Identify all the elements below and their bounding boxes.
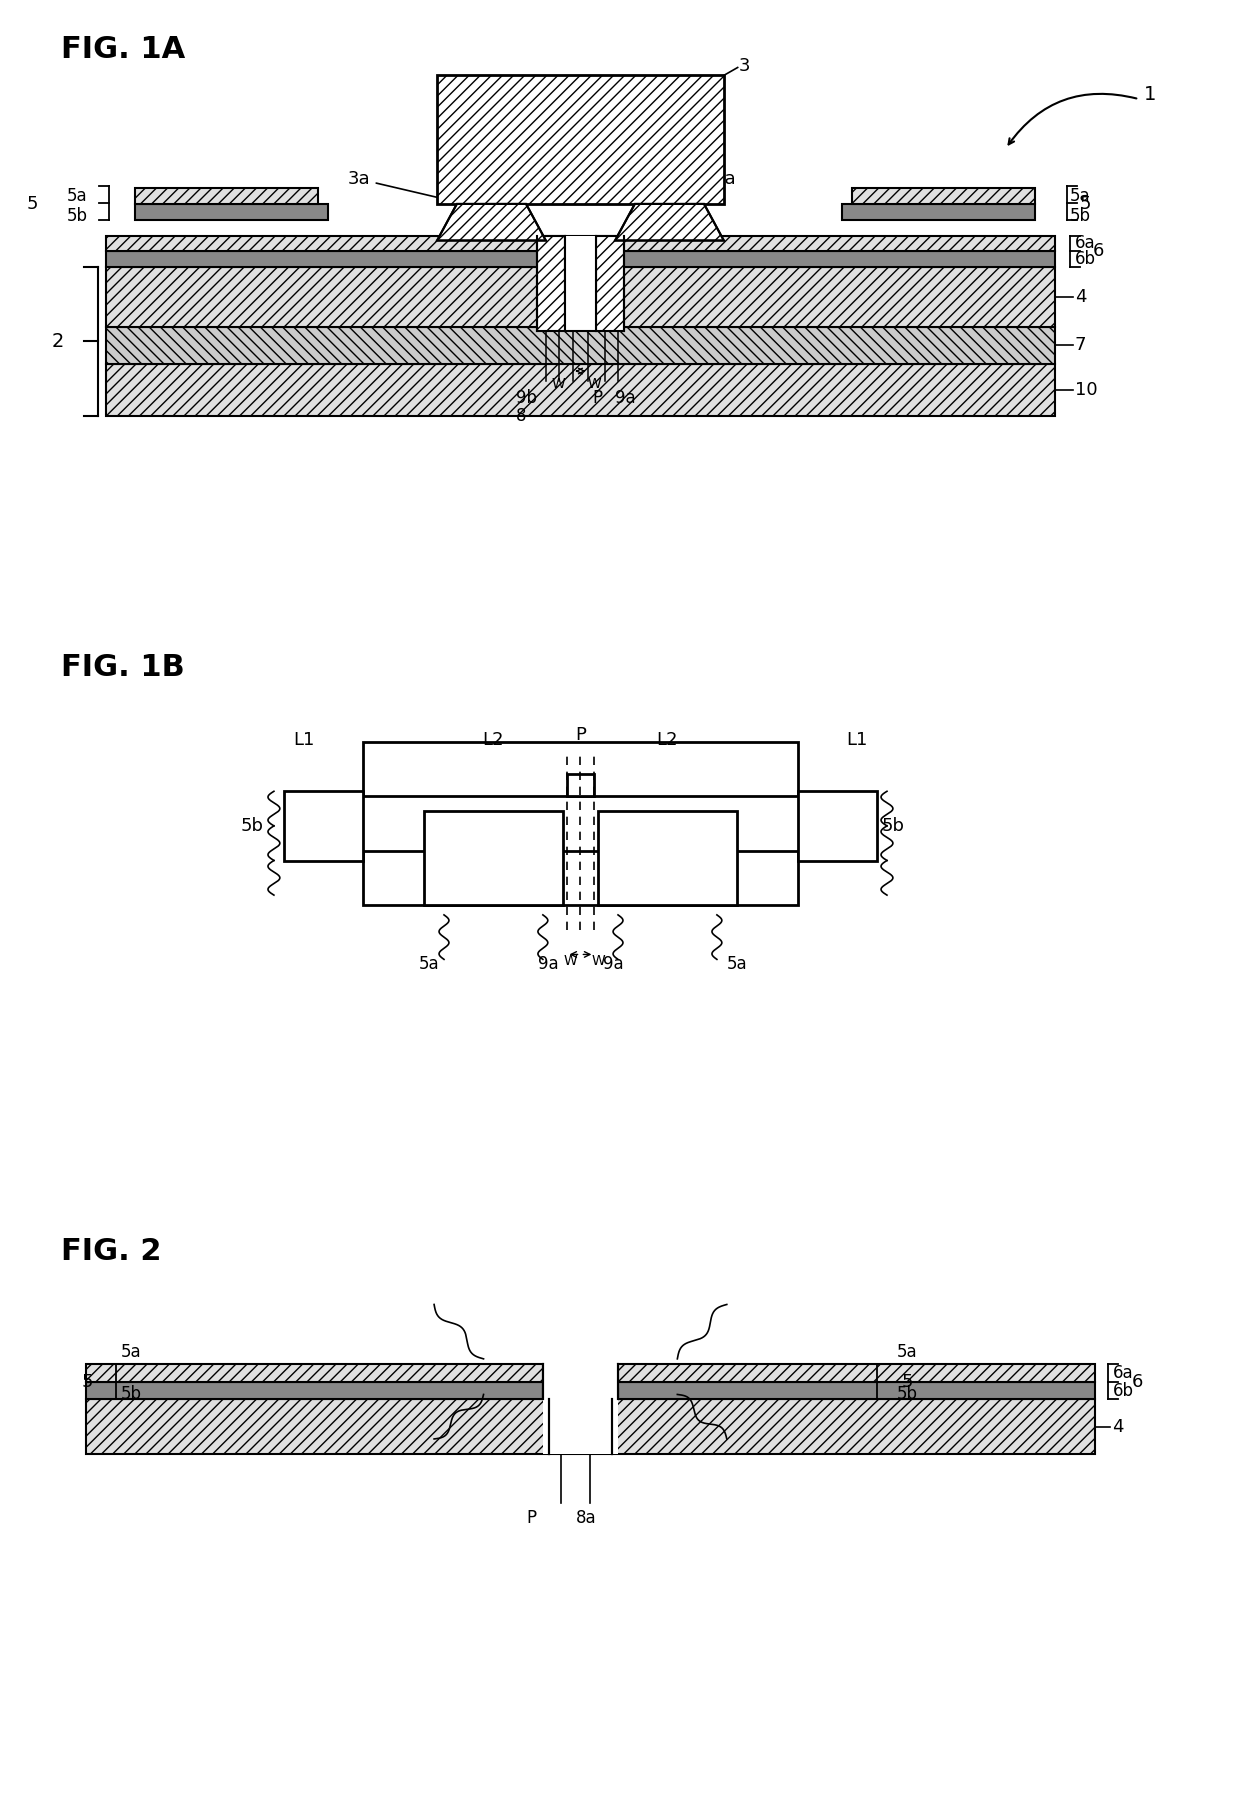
Text: 5b: 5b [897, 1385, 918, 1403]
Bar [549, 1399, 613, 1453]
Bar [543, 1363, 618, 1453]
Text: 6a: 6a [1112, 1363, 1133, 1381]
Text: FIG. 2: FIG. 2 [61, 1236, 162, 1265]
Text: 5a: 5a [120, 1343, 141, 1361]
Text: 5a: 5a [66, 186, 87, 205]
Bar [618, 1381, 1095, 1399]
Bar [543, 1388, 618, 1399]
Text: 3a: 3a [668, 170, 737, 206]
Text: FIG. 1A: FIG. 1A [61, 34, 186, 63]
Text: 6: 6 [1092, 243, 1104, 261]
Text: 6b: 6b [1075, 250, 1096, 268]
Text: L2: L2 [482, 731, 505, 749]
Text: L1: L1 [293, 731, 314, 749]
Text: 5: 5 [1080, 195, 1091, 214]
Text: 5b: 5b [120, 1385, 141, 1403]
Bar [596, 235, 624, 331]
Text: 4: 4 [1075, 288, 1086, 306]
Bar [105, 364, 1055, 416]
Text: L2: L2 [657, 731, 678, 749]
Text: 9a: 9a [603, 956, 624, 974]
Text: 9b: 9b [516, 389, 537, 407]
Text: 5b: 5b [66, 206, 87, 224]
Text: 10: 10 [1075, 380, 1097, 398]
Text: 4: 4 [1112, 1417, 1123, 1435]
Text: 5a: 5a [419, 956, 439, 974]
Bar [284, 791, 363, 860]
Text: 5b: 5b [241, 816, 264, 834]
Text: 3a: 3a [348, 170, 482, 210]
Bar [613, 1399, 1095, 1453]
Bar [537, 235, 564, 331]
Text: 3: 3 [739, 56, 750, 74]
Text: 5b: 5b [1070, 206, 1091, 224]
Text: 9a: 9a [537, 956, 558, 974]
Text: W: W [591, 954, 605, 968]
Text: 7: 7 [1075, 337, 1086, 355]
Text: 8: 8 [516, 407, 527, 425]
Bar [363, 742, 799, 796]
Bar [105, 268, 1055, 326]
Text: 5: 5 [901, 1372, 914, 1390]
Text: 2: 2 [51, 331, 63, 351]
Bar [852, 188, 1035, 205]
Text: 6b: 6b [1112, 1381, 1133, 1399]
Bar [424, 811, 563, 905]
Text: 1: 1 [1145, 85, 1157, 103]
Bar [436, 76, 724, 205]
Text: W: W [552, 376, 565, 391]
Bar [86, 1363, 543, 1381]
Text: 5a: 5a [1070, 186, 1090, 205]
Polygon shape [615, 205, 724, 241]
Text: 6: 6 [1132, 1372, 1143, 1390]
Bar [799, 791, 877, 860]
Bar [86, 1381, 543, 1399]
Bar [135, 205, 329, 219]
Text: 9a: 9a [615, 389, 636, 407]
Text: W: W [564, 954, 578, 968]
Bar [135, 188, 319, 205]
Bar [105, 235, 1055, 252]
Bar [105, 252, 1055, 268]
Bar [567, 775, 594, 796]
Polygon shape [436, 205, 546, 241]
Text: P: P [526, 1510, 536, 1528]
Text: 5: 5 [27, 195, 38, 214]
Text: 8a: 8a [575, 1510, 596, 1528]
Bar [363, 851, 799, 905]
Bar [618, 1363, 1095, 1381]
Bar [86, 1399, 549, 1453]
Text: W: W [588, 376, 601, 391]
Text: 5a: 5a [727, 956, 746, 974]
Text: 5b: 5b [882, 816, 905, 834]
Text: 5a: 5a [897, 1343, 918, 1361]
Text: FIG. 1B: FIG. 1B [61, 653, 185, 682]
Bar [564, 235, 596, 331]
Text: L1: L1 [847, 731, 868, 749]
Text: P: P [593, 389, 603, 407]
Bar [105, 326, 1055, 364]
Text: 5: 5 [81, 1372, 93, 1390]
Bar [598, 811, 737, 905]
Text: P: P [575, 726, 585, 744]
Text: 6a: 6a [1075, 235, 1095, 252]
Bar [842, 205, 1035, 219]
